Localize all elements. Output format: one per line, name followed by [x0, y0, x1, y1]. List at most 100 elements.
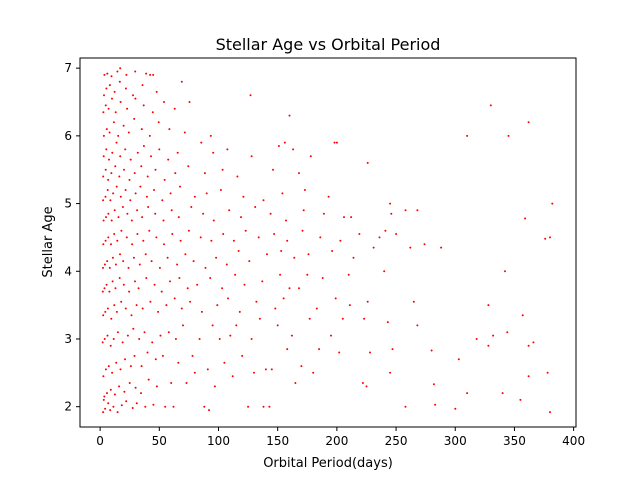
data-point [120, 404, 123, 407]
data-point [261, 280, 264, 283]
data-point [338, 351, 341, 354]
data-point [110, 75, 113, 78]
x-tick-label: 150 [266, 434, 289, 448]
data-point [107, 236, 110, 239]
data-point [135, 304, 138, 307]
data-point [118, 80, 121, 83]
data-point [165, 304, 168, 307]
data-point [434, 403, 437, 406]
data-point [504, 270, 506, 273]
data-point [192, 260, 195, 263]
data-point [206, 368, 209, 371]
data-point [113, 304, 116, 307]
data-point [106, 392, 108, 395]
data-point [111, 151, 114, 154]
data-point [182, 324, 184, 327]
data-point [148, 134, 151, 137]
y-tick-label: 6 [64, 129, 72, 143]
data-point [116, 331, 119, 334]
data-point [133, 354, 136, 357]
data-point [189, 300, 192, 303]
data-point [546, 371, 549, 374]
y-axis-ticks: 2 3 4 5 6 7 [64, 61, 80, 414]
data-point [221, 168, 224, 171]
data-point [123, 390, 126, 393]
data-point [134, 70, 137, 73]
data-point [236, 175, 239, 178]
x-tick-label: 200 [325, 434, 348, 448]
data-point [103, 287, 106, 290]
data-point [187, 229, 190, 232]
data-point [210, 239, 213, 242]
data-point [113, 393, 116, 396]
data-point [102, 219, 105, 222]
data-point [113, 90, 116, 93]
data-point [273, 233, 276, 235]
data-point [101, 341, 104, 344]
data-point [341, 317, 344, 320]
data-point [129, 199, 132, 202]
data-point [136, 209, 139, 212]
data-point [141, 307, 144, 310]
data-point [527, 121, 530, 124]
data-point [133, 117, 136, 120]
data-point [123, 168, 125, 171]
data-point [268, 405, 271, 408]
data-point [188, 101, 191, 103]
data-point [262, 199, 265, 202]
data-point [285, 219, 287, 222]
data-point [110, 219, 113, 222]
data-point [454, 407, 457, 410]
data-point [366, 300, 369, 303]
data-point [306, 273, 309, 276]
data-point [302, 209, 305, 212]
data-point [104, 168, 107, 171]
data-point [200, 310, 203, 313]
data-point [115, 361, 118, 364]
data-point [321, 277, 324, 279]
data-point [114, 165, 117, 168]
data-point [155, 90, 158, 93]
data-point [119, 253, 121, 256]
data-point [121, 206, 124, 208]
data-point [140, 128, 143, 131]
data-point [130, 219, 133, 222]
data-point [532, 341, 535, 344]
y-tick-label: 4 [64, 264, 72, 278]
data-point [110, 243, 112, 246]
data-point [107, 365, 110, 368]
data-point [110, 317, 113, 320]
data-point [154, 168, 157, 171]
data-point [125, 73, 128, 76]
data-point [180, 307, 183, 310]
data-point [301, 229, 304, 232]
data-point [116, 70, 119, 73]
data-point [204, 266, 207, 269]
x-tick-label: 300 [444, 434, 467, 448]
data-point [519, 398, 522, 401]
data-point [309, 155, 312, 158]
data-point [423, 243, 426, 246]
data-point [430, 349, 433, 352]
data-point [527, 375, 530, 378]
data-point [104, 239, 107, 242]
data-point [107, 212, 110, 215]
data-point [151, 111, 154, 114]
data-point [174, 172, 177, 175]
data-point [113, 209, 116, 212]
data-point [212, 151, 215, 154]
data-point [117, 134, 120, 137]
data-point [193, 371, 196, 374]
data-point [149, 300, 152, 303]
data-point [170, 209, 173, 212]
data-point [104, 407, 107, 410]
data-point [115, 185, 118, 188]
data-point [163, 243, 165, 246]
data-point [293, 256, 296, 259]
data-point [128, 178, 131, 181]
data-point [128, 382, 131, 384]
data-point [281, 192, 284, 195]
data-point [142, 239, 145, 242]
data-point [107, 107, 110, 110]
data-point [300, 365, 303, 368]
